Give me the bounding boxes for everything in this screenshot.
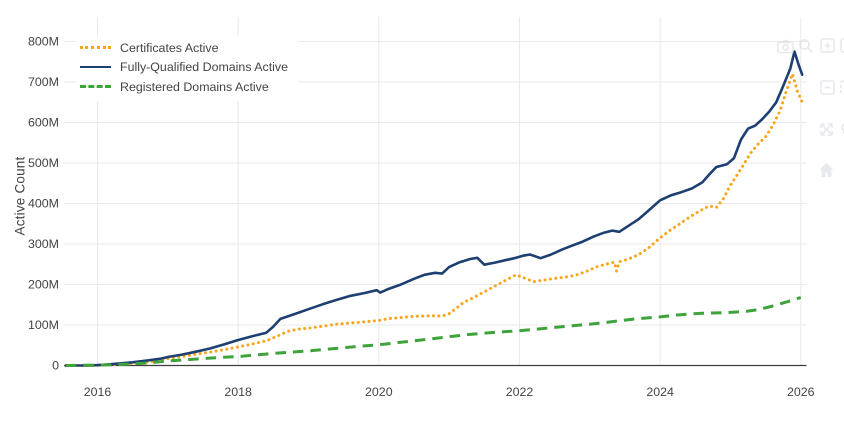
x-tick-label-2018: 2018 [224,385,252,399]
legend-item-registered-domains-active[interactable]: Registered Domains Active [80,77,288,97]
y-tick-label-400M: 400M [28,197,59,211]
legend: Certificates Active Fully-Qualified Doma… [76,36,299,101]
x-tick-label-2022: 2022 [506,385,534,399]
series-line-fully-qualified-domains-active[interactable] [64,50,804,367]
y-tick-label-800M: 800M [28,35,59,49]
x-tick-label-2020: 2020 [365,385,393,399]
x-tick-label-2016: 2016 [84,385,112,399]
y-tick-label-300M: 300M [28,237,59,251]
legend-item-fully-qualified-domains-active[interactable]: Fully-Qualified Domains Active [80,58,288,78]
box-select-icon[interactable] [840,80,844,100]
zoom-icon[interactable] [798,38,814,59]
legend-label: Fully-Qualified Domains Active [120,60,289,75]
dashed-line-sample-icon [80,85,111,89]
legend-item-certificates-active[interactable]: Certificates Active [80,38,288,58]
autoscale-icon[interactable] [818,121,835,143]
series-line-registered-domains-active[interactable] [65,296,802,367]
solid-line-sample-icon [80,66,111,69]
zoom-out-icon[interactable] [820,80,835,100]
dotted-line-sample-icon [80,46,111,50]
series-line-certificates-active[interactable] [64,72,804,367]
modebar [0,0,844,200]
y-tick-label-200M: 200M [28,278,59,292]
x-tick-label-2026: 2026 [787,385,815,399]
pan-icon[interactable] [840,38,844,58]
reset-axes-home-icon[interactable] [818,162,835,183]
lasso-icon[interactable] [840,121,844,141]
y-tick-label-500M: 500M [28,156,59,170]
legend-label: Certificates Active [120,40,219,55]
x-tick-label-2024: 2024 [646,385,674,399]
y-tick-label-100M: 100M [28,318,59,332]
y-tick-label-700M: 700M [28,75,59,89]
camera-icon[interactable] [777,39,794,59]
y-tick-label-600M: 600M [28,116,59,130]
y-tick-label-0: 0 [52,359,59,373]
legend-label: Registered Domains Active [120,79,269,94]
zoom-in-icon[interactable] [820,38,835,58]
y-axis-title: Active Count [12,156,28,236]
